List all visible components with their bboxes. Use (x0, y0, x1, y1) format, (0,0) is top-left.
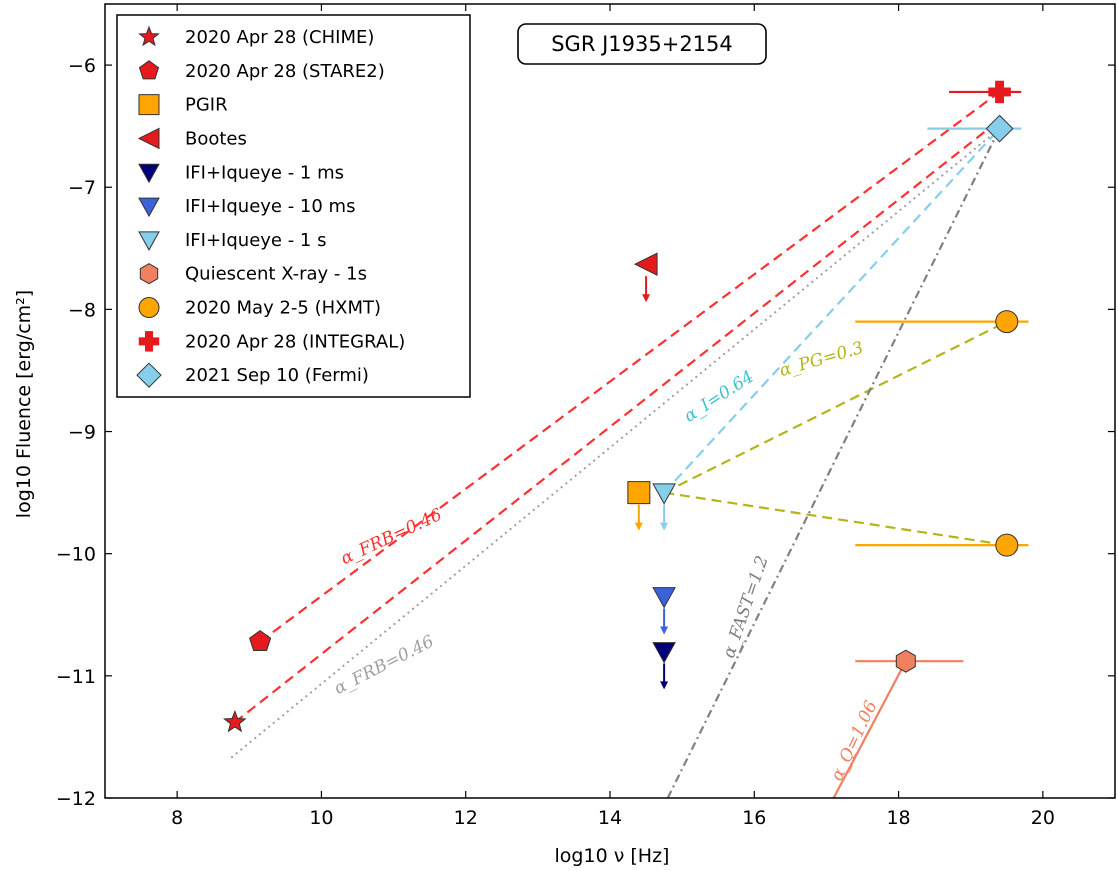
title-frame (517, 23, 767, 65)
x-tick-label: 16 (742, 807, 766, 829)
legend-marker-3 (138, 94, 160, 116)
trend-line-2 (234, 119, 1001, 724)
point-5-1 (652, 642, 676, 664)
x-tick-label: 18 (886, 807, 910, 829)
legend-marker-7 (138, 231, 160, 251)
plot-clipped (223, 80, 1029, 798)
legend-marker-6 (138, 197, 160, 218)
trend-line-6 (663, 491, 1007, 547)
chart-title-box: SGR J1935+2154 (517, 23, 767, 65)
x-tick-label: 12 (454, 807, 478, 829)
slope-annotation-2: α_FRB=0.46 (331, 632, 438, 699)
point-3-1-limit-arrowhead (634, 522, 643, 531)
y-tick-label: −9 (68, 422, 96, 444)
legend-marker-2 (138, 60, 160, 80)
point-9-1 (995, 310, 1019, 334)
legend-entry-4: Bootes (185, 128, 247, 149)
legend-entry-7: IFI+Iqueye - 1 s (185, 230, 327, 251)
y-tick-label: −8 (68, 299, 96, 321)
point-2-1 (249, 629, 272, 651)
point-9-2 (995, 533, 1019, 557)
point-6-1-limit-arrowhead (660, 626, 669, 635)
x-tick-label: 20 (1031, 807, 1055, 829)
legend-marker-5 (138, 163, 160, 184)
legend-entry-2: 2020 Apr 28 (STARE2) (185, 61, 385, 82)
x-tick-label: 10 (309, 807, 333, 829)
y-tick-label: −10 (56, 544, 96, 566)
point-10-1 (988, 80, 1011, 104)
legend-marker-4 (137, 127, 160, 150)
legend-entry-5: IFI+Iqueye - 1 ms (185, 162, 344, 183)
y-tick-label: −6 (68, 55, 96, 77)
point-3-1 (627, 481, 651, 505)
slope-annotation-1: α_FRB=0.46 (338, 505, 446, 569)
legend-frame (116, 14, 471, 398)
legend-entry-6: IFI+Iqueye - 10 ms (185, 196, 355, 217)
point-7-1-limit-arrowhead (660, 522, 669, 531)
point-6-1 (652, 587, 676, 609)
legend-entry-11: 2021 Sep 10 (Fermi) (185, 365, 369, 386)
trend-line-1 (259, 91, 1001, 643)
y-tick-label: −7 (68, 177, 96, 199)
trend-line-7 (666, 128, 1001, 798)
point-11-1 (985, 114, 1014, 143)
trend-line-4 (663, 127, 1001, 494)
x-tick-label: 14 (598, 807, 622, 829)
legend-entry-9: 2020 May 2-5 (HXMT) (185, 298, 381, 319)
legend-entry-1: 2020 Apr 28 (CHIME) (185, 27, 374, 48)
legend-entry-10: 2020 Apr 28 (INTEGRAL) (185, 331, 405, 352)
y-tick-label: −12 (56, 788, 96, 810)
point-8-1 (895, 649, 916, 673)
slope-annotation-6: α_Q=1.06 (827, 698, 882, 785)
legend-marker-1 (138, 25, 160, 47)
slope-annotation-4: α_PG=0.3 (777, 338, 865, 381)
point-7-1 (652, 483, 676, 505)
x-axis-label: log10 ν [Hz] (555, 845, 670, 867)
legend-entry-3: PGIR (185, 95, 228, 116)
legend-marker-8 (139, 263, 159, 285)
legend-marker-10 (138, 331, 160, 352)
point-4-1 (633, 252, 658, 276)
point-4-1-limit-arrowhead (642, 294, 651, 303)
legend-marker-11 (136, 362, 162, 388)
axes: 8 10 12 14 16 18 20 −12 −11 −10 −9 −8 −7 −6 (56, 3, 1116, 829)
slope-annotation-5: α_FAST=1.2 (719, 553, 773, 661)
chart-title: SGR J1935+2154 (551, 32, 733, 56)
legend: 2020 Apr 28 (CHIME) 2020 Apr 28 (STARE2) P… (116, 14, 471, 398)
slope-annotation-3: α_I=0.64 (681, 367, 758, 427)
legend-marker-9 (138, 297, 160, 319)
point-5-1-limit-arrowhead (660, 681, 669, 690)
trend-line-8 (832, 660, 907, 798)
point-1-1 (223, 709, 247, 733)
legend-entry-8: Quiescent X-ray - 1s (185, 264, 367, 285)
y-axis-label: log10 Fluence [erg/cm²] (13, 290, 35, 518)
x-tick-label: 8 (171, 807, 183, 829)
y-tick-label: −11 (56, 666, 96, 688)
